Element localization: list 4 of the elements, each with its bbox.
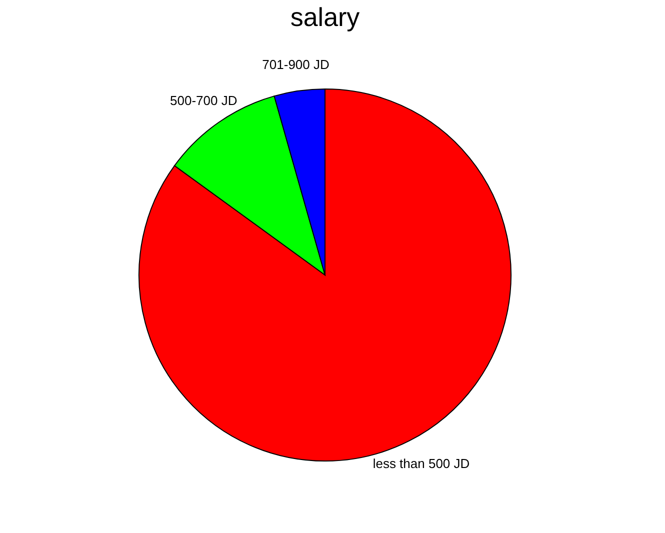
slice-label: 500-700 JD	[170, 93, 238, 108]
slice-label: less than 500 JD	[372, 456, 470, 471]
slice-label: 701-900 JD	[262, 57, 330, 72]
chart-title: salary	[290, 2, 360, 32]
